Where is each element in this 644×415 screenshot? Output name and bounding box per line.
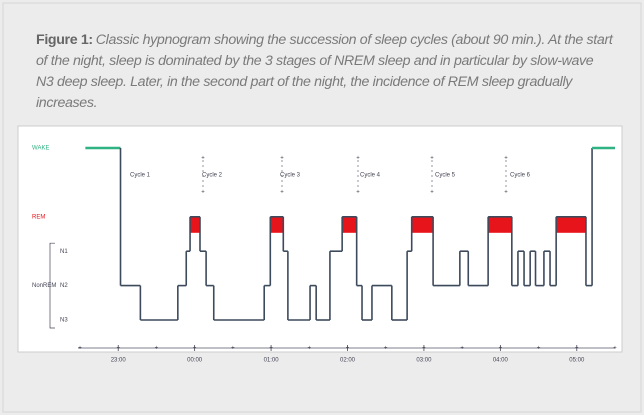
rem-block xyxy=(190,216,200,233)
x-tick-label: 05:00 xyxy=(569,358,585,364)
x-tick-label: 02:00 xyxy=(340,358,356,364)
cycle-label: Cycle 4 xyxy=(360,173,381,179)
sep-end: + xyxy=(356,190,360,196)
sep-end: + xyxy=(504,156,508,162)
sep-end: + xyxy=(280,156,284,162)
x-tick-label: 00:00 xyxy=(187,358,203,364)
caption-label: Figure 1: xyxy=(36,32,93,48)
rem-block xyxy=(411,216,434,233)
y-level-label: REM xyxy=(32,214,45,220)
minor-tick: + xyxy=(460,346,464,352)
sep-end: + xyxy=(430,190,434,196)
sep-end: + xyxy=(201,190,205,196)
cycle-label: Cycle 5 xyxy=(435,173,456,179)
y-level-label: N3 xyxy=(60,318,68,324)
y-level-label: N2 xyxy=(60,283,68,289)
minor-tick: + xyxy=(155,346,159,352)
cycle-label: Cycle 2 xyxy=(202,173,223,179)
nonrem-bracket xyxy=(49,242,55,329)
sep-end: + xyxy=(430,156,434,162)
sep-end: + xyxy=(504,190,508,196)
rem-block xyxy=(270,216,284,233)
caption: Figure 1: Classic hypnogram showing the s… xyxy=(36,30,614,114)
rem-block xyxy=(342,216,357,233)
cycle-label: Cycle 1 xyxy=(130,173,151,179)
cycle-label: Cycle 6 xyxy=(510,173,531,179)
rem-block xyxy=(556,216,586,233)
minor-tick: + xyxy=(613,346,617,352)
minor-tick: + xyxy=(384,346,388,352)
caption-text: Classic hypnogram showing the succession… xyxy=(36,32,613,111)
sep-end: + xyxy=(201,156,205,162)
minor-tick: + xyxy=(537,346,541,352)
chart-panel xyxy=(17,125,623,353)
x-tick-label: 03:00 xyxy=(416,358,432,364)
sep-end: + xyxy=(356,156,360,162)
minor-tick: + xyxy=(308,346,312,352)
group-label: NonREM xyxy=(32,283,56,289)
y-level-label: WAKE xyxy=(32,146,49,152)
x-tick-label: 01:00 xyxy=(264,358,280,364)
x-tick-label: 04:00 xyxy=(493,358,509,364)
x-tick-label: 23:00 xyxy=(111,358,127,364)
rem-block xyxy=(488,216,512,233)
sep-end: + xyxy=(280,190,284,196)
minor-tick: + xyxy=(78,346,82,352)
minor-tick: + xyxy=(231,346,235,352)
cycle-label: Cycle 3 xyxy=(280,173,301,179)
y-level-label: N1 xyxy=(60,249,68,255)
